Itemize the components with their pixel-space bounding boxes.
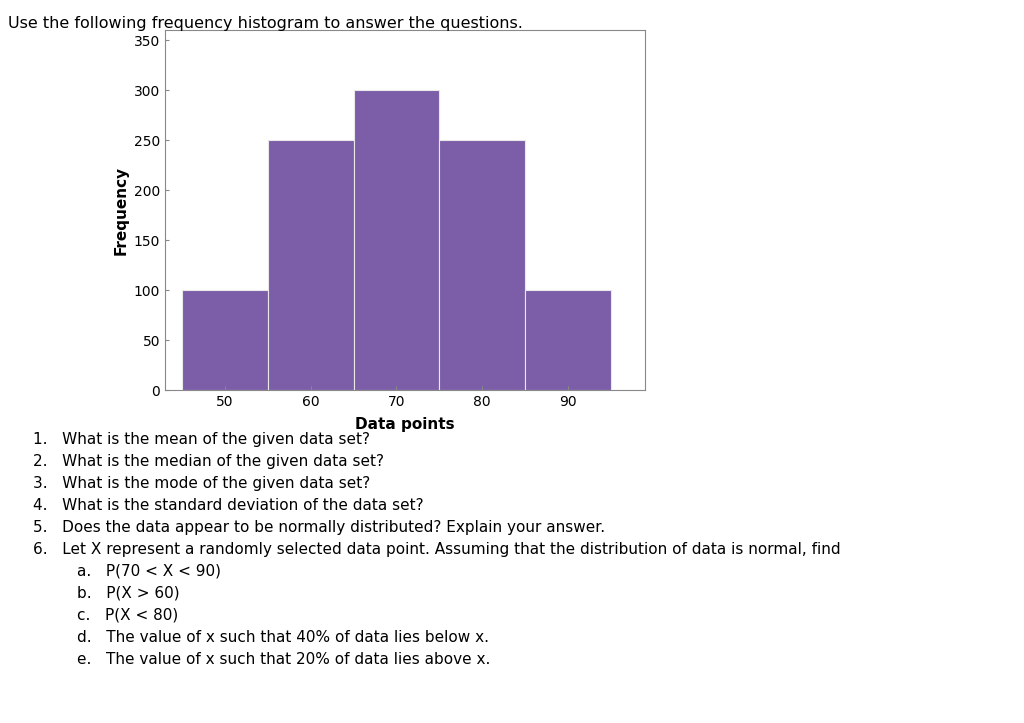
Text: 4.   What is the standard deviation of the data set?: 4. What is the standard deviation of the… [33, 498, 423, 513]
Text: d.   The value of x such that 40% of data lies below x.: d. The value of x such that 40% of data … [77, 630, 488, 645]
Text: Use the following frequency histogram to answer the questions.: Use the following frequency histogram to… [8, 16, 523, 31]
Text: 1.   What is the mean of the given data set?: 1. What is the mean of the given data se… [33, 432, 370, 447]
Bar [525, 290, 610, 390]
Text: a.   P(70 < X < 90): a. P(70 < X < 90) [77, 564, 221, 579]
Text: b.   P(X > 60): b. P(X > 60) [77, 586, 179, 601]
Text: c.   P(X < 80): c. P(X < 80) [77, 608, 178, 623]
Text: 5.   Does the data appear to be normally distributed? Explain your answer.: 5. Does the data appear to be normally d… [33, 520, 605, 535]
Text: 2.   What is the median of the given data set?: 2. What is the median of the given data … [33, 454, 384, 469]
Bar [353, 90, 439, 390]
Bar [182, 290, 268, 390]
Text: e.   The value of x such that 20% of data lies above x.: e. The value of x such that 20% of data … [77, 652, 490, 667]
Text: 3.   What is the mode of the given data set?: 3. What is the mode of the given data se… [33, 476, 370, 491]
X-axis label: Data points: Data points [355, 417, 455, 432]
Bar [268, 140, 353, 390]
Bar [439, 140, 525, 390]
Y-axis label: Frequency: Frequency [114, 166, 128, 254]
Text: 6.   Let X represent a randomly selected data point. Assuming that the distribut: 6. Let X represent a randomly selected d… [33, 542, 841, 557]
